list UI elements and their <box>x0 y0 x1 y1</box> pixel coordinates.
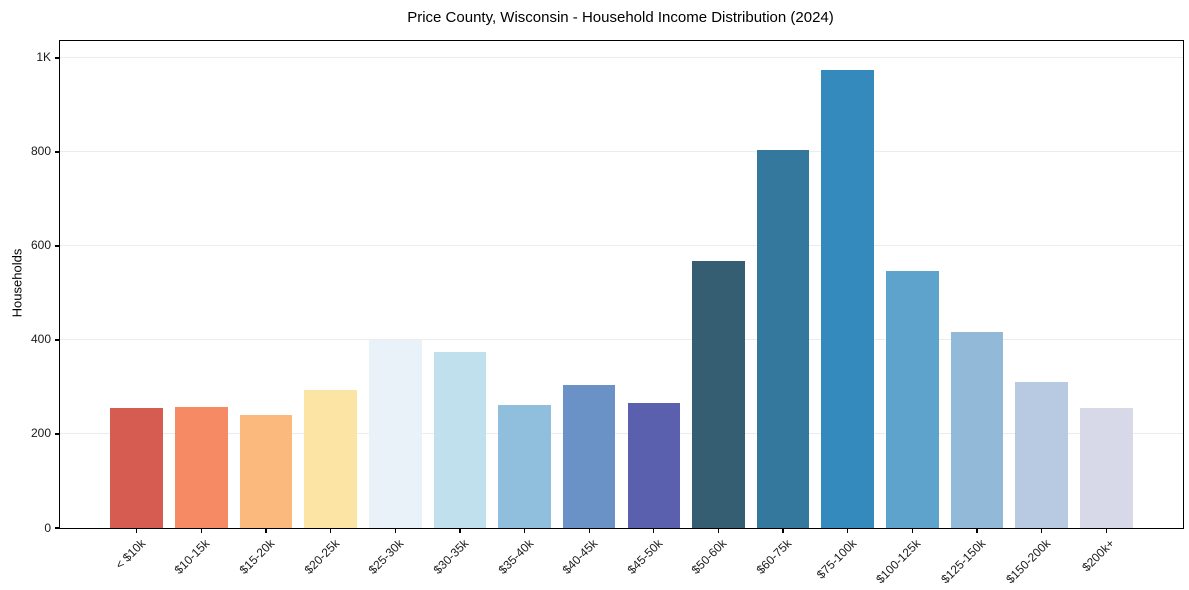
x-tick-mark <box>265 528 267 533</box>
x-tick-mark <box>588 528 590 533</box>
bar-100-125k <box>886 271 939 528</box>
gridline <box>60 339 1183 341</box>
x-tick-mark <box>717 528 720 533</box>
bar-50-60k <box>692 261 745 528</box>
y-tick-label: 0 <box>44 520 51 535</box>
x-tick-mark <box>136 528 138 533</box>
x-tick-mark <box>653 528 655 533</box>
x-tick-mark <box>523 528 526 533</box>
x-tick-mark <box>1041 528 1043 533</box>
bar-150-200k <box>1015 382 1068 528</box>
x-tick-mark <box>976 528 978 533</box>
gridline <box>60 57 1183 59</box>
x-tick-mark <box>1105 528 1107 533</box>
bar-20-25k <box>304 390 357 528</box>
y-tick-label: 200 <box>30 426 51 441</box>
x-tick-mark <box>847 528 849 533</box>
y-tick-mark <box>54 433 59 435</box>
bar-75-100k <box>821 69 874 528</box>
x-tick-label: < $10k <box>112 536 148 572</box>
chart-title: Price County, Wisconsin - Household Inco… <box>407 9 834 26</box>
bar-200k <box>1080 407 1133 528</box>
x-tick-mark <box>782 528 784 533</box>
bar-35-40k <box>498 405 551 528</box>
bar-25-30k <box>369 340 422 528</box>
y-tick-label: 600 <box>30 238 51 253</box>
plot-area: 0 200 400 600 800 1K < $10k $10-15k $15-20k $20-2… <box>31 40 1184 586</box>
gridline <box>60 245 1183 247</box>
y-tick-mark <box>54 57 59 59</box>
bar-10k <box>110 407 163 528</box>
y-tick-label: 800 <box>30 144 51 159</box>
bar-125-150k <box>950 331 1004 528</box>
x-tick-mark <box>459 528 461 533</box>
bar-60-75k <box>756 150 810 528</box>
y-tick-label: 1K <box>36 50 51 65</box>
x-tick-mark <box>200 528 202 533</box>
y-tick-mark <box>54 339 59 341</box>
bar-10-15k <box>175 406 228 528</box>
y-axis-label: Households <box>9 248 25 318</box>
x-tick-mark <box>911 528 914 533</box>
x-tick-mark <box>394 528 396 533</box>
y-tick-mark <box>54 245 59 247</box>
y-tick-mark <box>54 151 59 153</box>
bar-40-45k <box>562 384 616 528</box>
bar-45-50k <box>627 403 681 528</box>
y-tick-label: 400 <box>30 332 51 347</box>
gridline <box>60 151 1183 153</box>
x-tick-mark <box>329 528 332 533</box>
bar-15-20k <box>239 414 293 528</box>
gridline <box>60 433 1183 435</box>
bar-30-35k <box>433 352 487 528</box>
y-tick-mark <box>54 527 59 529</box>
